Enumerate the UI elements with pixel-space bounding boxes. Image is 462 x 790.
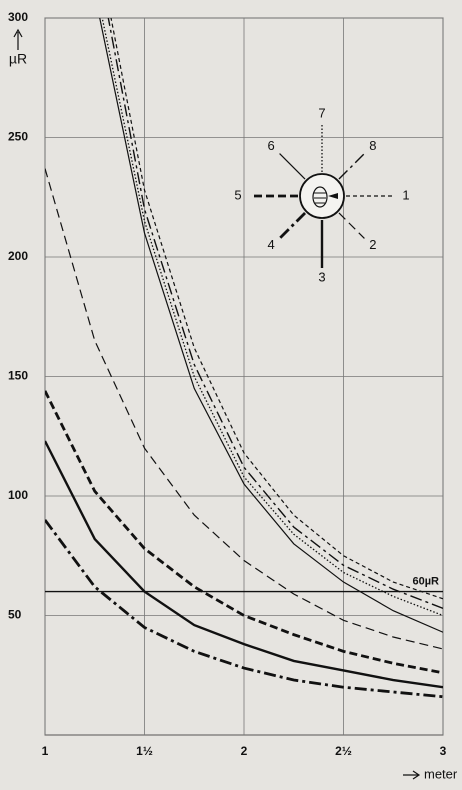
series-line: [95, 0, 443, 599]
x-arrow: [403, 771, 419, 779]
legend-label: 4: [267, 237, 274, 252]
y-tick-label: 50: [8, 608, 22, 622]
series-line: [95, 0, 443, 615]
x-tick-label: 2½: [335, 744, 352, 758]
y-tick-label: 100: [8, 488, 28, 502]
y-axis-label: µR: [9, 51, 27, 67]
series-line: [95, 0, 443, 632]
direction-line: [339, 154, 364, 179]
x-axis-label: meter: [424, 766, 458, 781]
legend-label: 7: [318, 105, 325, 120]
direction-line: [280, 154, 305, 179]
x-tick-label: 1: [42, 744, 49, 758]
direction-inset: 1 2 3 4 5 6 7 8: [234, 105, 409, 284]
y-tick-label: 200: [8, 249, 28, 263]
legend-label: 1: [402, 187, 409, 202]
legend-label: 8: [369, 138, 376, 153]
x-tick-label: 3: [440, 744, 447, 758]
y-tick-label: 250: [8, 130, 28, 144]
y-arrow: [14, 30, 22, 50]
y-tick-label: 150: [8, 369, 28, 383]
series-line: [95, 0, 443, 608]
legend-label: 5: [234, 187, 241, 202]
legend-label: 3: [318, 269, 325, 284]
direction-line: [280, 213, 305, 238]
legend-label: 2: [369, 237, 376, 252]
chart: µR meter 50 100 150 200 250 300 1 1½ 2 2½ 3 60µR 1 2 3…: [0, 0, 462, 790]
x-tick-label: 1½: [136, 744, 153, 758]
x-tick-label: 2: [241, 744, 248, 758]
direction-line: [339, 213, 364, 238]
legend-label: 6: [267, 138, 274, 153]
reference-label: 60µR: [412, 576, 439, 588]
y-tick-label: 300: [8, 10, 28, 24]
